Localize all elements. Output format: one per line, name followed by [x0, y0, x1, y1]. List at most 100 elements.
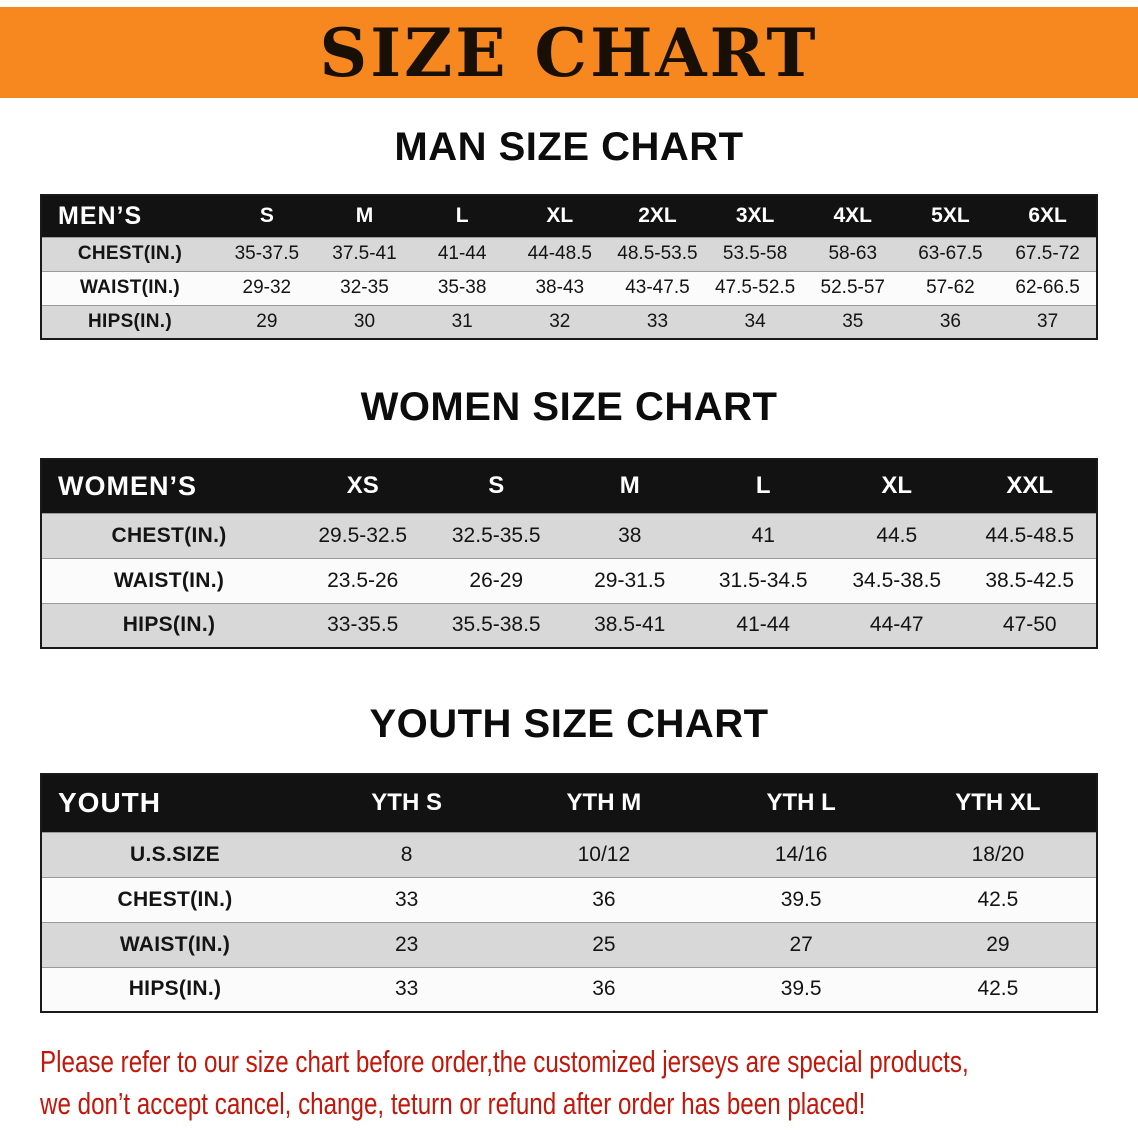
- size-value-cell: 34: [744, 310, 766, 332]
- size-value-cell: 29-31.5: [594, 568, 666, 592]
- size-value-cell: 44.5: [876, 523, 918, 547]
- size-value-cell: 30: [353, 310, 376, 332]
- size-value-cell: 27: [789, 932, 813, 956]
- size-value-cell: 39.5: [780, 887, 822, 911]
- size-value-cell: 10/12: [577, 842, 631, 866]
- size-value-cell: 36: [939, 310, 961, 332]
- size-column-header: L: [413, 195, 511, 237]
- disclaimer: Please refer to our size chart before or…: [40, 1041, 1138, 1125]
- table-row: CHEST(IN.) 33 36 39.5 42.5: [41, 877, 1097, 922]
- size-value-cell: 33: [394, 977, 419, 1001]
- table-header-row: MEN’S S M L XL 2XL 3XL 4XL 5XL 6XL: [41, 195, 1097, 237]
- size-value-cell: 44-48.5: [527, 243, 593, 264]
- size-value-cell: 25: [592, 932, 616, 956]
- size-value-cell: 23: [394, 932, 419, 956]
- size-column-header: XL: [510, 195, 609, 237]
- size-value-cell: 35-38: [437, 277, 487, 298]
- size-column-header: 5XL: [901, 195, 1000, 237]
- size-value-cell: 34.5-38.5: [852, 568, 942, 592]
- youth-section-heading: YOUTH SIZE CHART: [369, 702, 769, 746]
- size-column-header: XXL: [963, 459, 1097, 513]
- size-value-cell: 36: [592, 887, 616, 911]
- size-value-cell: 23.5-26: [327, 568, 399, 592]
- size-column-header: YTH XL: [899, 774, 1097, 832]
- table-row: HIPS(IN.) 33-35.5 35.5-38.5 38.5-41 41-44 44-…: [41, 603, 1097, 648]
- size-chart-page: SIZE CHART MAN SIZE CHART MEN’S S M L XL 2XL 3…: [0, 7, 1138, 1125]
- banner: SIZE CHART: [0, 7, 1138, 98]
- row-label: CHEST(IN.): [77, 243, 183, 264]
- size-value-cell: 37.5-41: [332, 243, 397, 264]
- size-value-cell: 37: [1037, 310, 1059, 332]
- size-value-cell: 41-44: [437, 243, 487, 264]
- size-value-cell: 35-37.5: [234, 243, 300, 264]
- table-row: HIPS(IN.) 33 36 39.5 42.5: [41, 967, 1097, 1012]
- men-section: MAN SIZE CHART MEN’S S M L XL 2XL 3XL 4XL 5XL 6XL…: [0, 124, 1138, 340]
- size-value-cell: 36: [592, 977, 616, 1001]
- table-corner-label: YOUTH: [41, 774, 308, 832]
- size-column-header: XS: [296, 459, 430, 513]
- size-column-header: M: [315, 195, 414, 237]
- table-row: HIPS(IN.) 29 30 31 32 33 34 35 36 37: [41, 305, 1097, 339]
- size-column-header: YTH M: [505, 774, 703, 832]
- size-column-header: 4XL: [803, 195, 902, 237]
- row-label: U.S.SIZE: [130, 842, 220, 866]
- size-value-cell: 32: [549, 310, 571, 332]
- size-value-cell: 31: [451, 310, 473, 332]
- size-column-header: YTH L: [702, 774, 900, 832]
- row-label: HIPS(IN.): [122, 613, 216, 637]
- size-value-cell: 33: [646, 310, 669, 332]
- table-header-row: YOUTH YTH S YTH M YTH L YTH XL: [41, 774, 1097, 832]
- row-label: HIPS(IN.): [88, 310, 172, 332]
- men-section-heading: MAN SIZE CHART: [394, 125, 744, 169]
- table-corner-label: WOMEN’S: [41, 459, 296, 513]
- size-column-header: 6XL: [999, 195, 1097, 237]
- size-value-cell: 57-62: [926, 277, 975, 298]
- size-column-header: 3XL: [706, 195, 804, 237]
- size-value-cell: 42.5: [977, 977, 1019, 1001]
- size-value-cell: 39.5: [780, 977, 822, 1001]
- disclaimer-line-2: we don’t accept cancel, change, teturn o…: [40, 1086, 866, 1121]
- size-value-cell: 33: [394, 887, 419, 911]
- size-value-cell: 44.5-48.5: [985, 523, 1075, 547]
- size-value-cell: 63-67.5: [918, 243, 983, 264]
- women-size-table: WOMEN’S XS S M L XL XXL CHEST(IN.) 29.5-32.5 32.5…: [40, 458, 1098, 649]
- size-value-cell: 14/16: [774, 842, 828, 866]
- table-row: WAIST(IN.) 29-32 32-35 35-38 38-43 43-47.5 47.…: [41, 271, 1097, 305]
- size-value-cell: 18/20: [971, 842, 1025, 866]
- size-column-header: S: [218, 195, 316, 237]
- row-label: WAIST(IN.): [79, 277, 181, 298]
- size-column-header: M: [563, 459, 697, 513]
- size-value-cell: 38.5-42.5: [985, 568, 1075, 592]
- size-value-cell: 58-63: [828, 243, 878, 264]
- size-value-cell: 8: [400, 842, 413, 866]
- row-label: HIPS(IN.): [128, 977, 222, 1001]
- women-section: WOMEN SIZE CHART WOMEN’S XS S M L XL XXL CHEST(…: [0, 384, 1138, 649]
- size-value-cell: 29: [986, 932, 1010, 956]
- size-value-cell: 62-66.5: [1015, 277, 1080, 298]
- table-row: CHEST(IN.) 29.5-32.5 32.5-35.5 38 41 44.5 44.5…: [41, 513, 1097, 558]
- row-label: WAIST(IN.): [113, 568, 225, 592]
- row-label: CHEST(IN.): [117, 887, 233, 911]
- size-value-cell: 42.5: [977, 887, 1019, 911]
- size-value-cell: 31.5-34.5: [718, 568, 808, 592]
- women-section-heading: WOMEN SIZE CHART: [360, 385, 778, 429]
- size-column-header: XL: [830, 459, 964, 513]
- size-column-header: L: [696, 459, 830, 513]
- disclaimer-line-1: Please refer to our size chart before or…: [40, 1044, 969, 1079]
- size-value-cell: 29: [256, 310, 278, 332]
- size-value-cell: 35.5-38.5: [451, 613, 541, 637]
- size-value-cell: 33-35.5: [327, 613, 399, 637]
- size-value-cell: 47-50: [1002, 613, 1057, 637]
- size-column-header: YTH S: [308, 774, 506, 832]
- size-value-cell: 48.5-53.5: [617, 243, 698, 264]
- youth-section: YOUTH SIZE CHART YOUTH YTH S YTH M YTH L YTH…: [0, 701, 1138, 1013]
- table-row: WAIST(IN.) 23.5-26 26-29 29-31.5 31.5-34.5 34…: [41, 558, 1097, 603]
- table-corner-label: MEN’S: [41, 195, 218, 237]
- size-value-cell: 26-29: [469, 568, 524, 592]
- size-value-cell: 38-43: [535, 277, 585, 298]
- size-value-cell: 32-35: [340, 277, 389, 298]
- table-row: WAIST(IN.) 23 25 27 29: [41, 922, 1097, 967]
- size-value-cell: 32.5-35.5: [451, 523, 541, 547]
- size-column-header: S: [429, 459, 563, 513]
- size-value-cell: 41-44: [736, 613, 791, 637]
